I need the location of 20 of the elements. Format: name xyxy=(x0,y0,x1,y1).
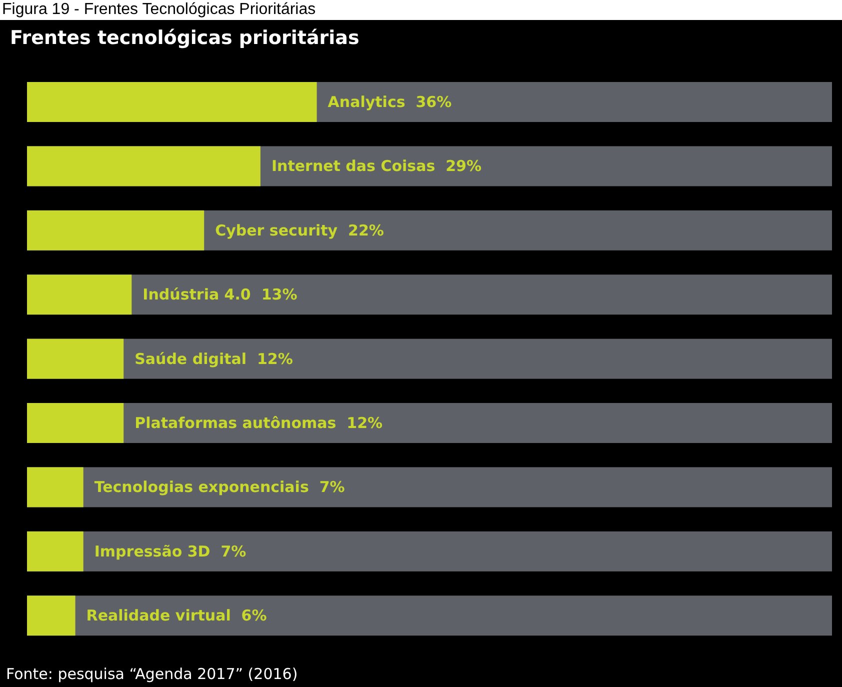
bar xyxy=(27,403,124,443)
chart-title: Figura 19 - Frentes Tecnológicas Prioritárias xyxy=(2,1,316,18)
data-label: Tecnologias exponenciais 7% xyxy=(94,478,345,496)
bar xyxy=(27,338,124,379)
bar xyxy=(27,146,260,186)
data-label: Plataformas autônomas 12% xyxy=(134,414,383,432)
data-label: Internet das Coisas 29% xyxy=(271,157,482,176)
bar xyxy=(27,596,76,636)
source-note: Fonte: pesquisa “Agenda 2017” (2016) xyxy=(6,665,298,683)
bar xyxy=(27,467,84,508)
data-label: Saúde digital 12% xyxy=(134,350,293,368)
bar xyxy=(27,210,204,250)
bar xyxy=(27,274,132,315)
data-label: Realidade virtual 6% xyxy=(86,606,267,625)
bar xyxy=(27,531,84,572)
data-label: Analytics 36% xyxy=(328,93,452,111)
data-label: Cyber security 22% xyxy=(215,221,384,240)
chart-subtitle: Frentes tecnológicas prioritárias xyxy=(10,27,360,49)
data-label: Indústria 4.0 13% xyxy=(142,286,298,304)
data-label: Impressão 3D 7% xyxy=(94,542,246,560)
